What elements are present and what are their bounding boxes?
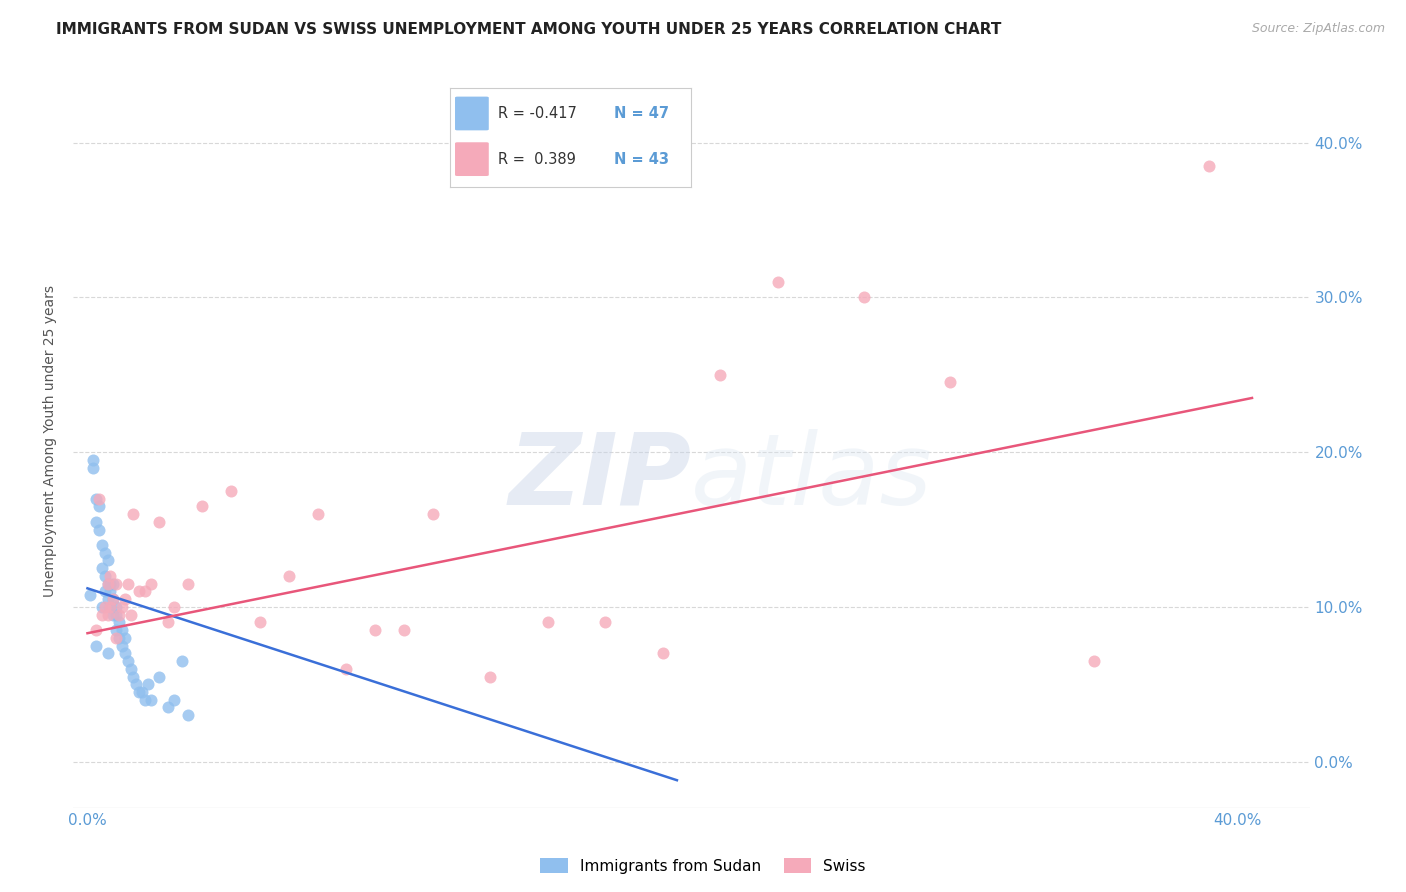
Point	[148, 669, 170, 683]
Point	[103, 592, 125, 607]
Point	[307, 507, 329, 521]
Point	[93, 569, 115, 583]
Point	[335, 662, 357, 676]
Point	[191, 500, 214, 514]
Point	[479, 669, 502, 683]
Point	[90, 538, 112, 552]
Point	[108, 607, 131, 622]
Point	[100, 584, 122, 599]
Point	[87, 500, 110, 514]
Point	[84, 639, 107, 653]
Point	[219, 483, 242, 498]
Text: IMMIGRANTS FROM SUDAN VS SWISS UNEMPLOYMENT AMONG YOUTH UNDER 25 YEARS CORRELATI: IMMIGRANTS FROM SUDAN VS SWISS UNEMPLOYM…	[56, 22, 1001, 37]
Point	[139, 692, 162, 706]
Point	[79, 587, 101, 601]
Point	[120, 662, 142, 676]
Point	[117, 654, 139, 668]
Point	[593, 615, 616, 630]
Point	[122, 507, 145, 521]
Point	[111, 599, 134, 614]
Point	[82, 453, 104, 467]
Point	[120, 607, 142, 622]
Point	[852, 290, 875, 304]
Point	[97, 607, 120, 622]
Point	[364, 623, 387, 637]
Point	[87, 491, 110, 506]
Point	[766, 275, 789, 289]
Point	[108, 631, 131, 645]
Point	[97, 553, 120, 567]
Point	[249, 615, 271, 630]
Point	[536, 615, 558, 630]
Point	[93, 546, 115, 560]
Point	[90, 607, 112, 622]
Point	[1198, 159, 1220, 173]
Point	[156, 615, 179, 630]
Point	[103, 592, 125, 607]
Point	[172, 654, 194, 668]
Point	[117, 576, 139, 591]
Point	[422, 507, 444, 521]
Point	[177, 708, 200, 723]
Point	[277, 569, 299, 583]
Point	[163, 599, 186, 614]
Point	[128, 685, 150, 699]
Point	[136, 677, 159, 691]
Point	[114, 646, 136, 660]
Point	[97, 576, 120, 591]
Point	[97, 576, 120, 591]
Point	[111, 623, 134, 637]
Point	[84, 515, 107, 529]
Point	[148, 515, 170, 529]
Point	[156, 700, 179, 714]
Text: Source: ZipAtlas.com: Source: ZipAtlas.com	[1251, 22, 1385, 36]
Point	[103, 576, 125, 591]
Point	[103, 607, 125, 622]
Point	[84, 623, 107, 637]
Point	[111, 639, 134, 653]
Point	[139, 576, 162, 591]
Point	[105, 623, 128, 637]
Point	[97, 646, 120, 660]
Point	[709, 368, 731, 382]
Point	[651, 646, 673, 660]
Text: atlas: atlas	[692, 429, 934, 525]
Point	[177, 576, 200, 591]
Point	[131, 685, 153, 699]
Point	[939, 376, 962, 390]
Point	[100, 599, 122, 614]
Point	[93, 584, 115, 599]
Point	[134, 584, 156, 599]
Point	[392, 623, 415, 637]
Point	[108, 615, 131, 630]
Point	[82, 460, 104, 475]
Point	[90, 561, 112, 575]
Point	[122, 669, 145, 683]
Point	[114, 592, 136, 607]
Point	[100, 569, 122, 583]
Point	[1083, 654, 1105, 668]
Point	[87, 523, 110, 537]
Legend: Immigrants from Sudan, Swiss: Immigrants from Sudan, Swiss	[534, 852, 872, 880]
Point	[105, 631, 128, 645]
Point	[105, 607, 128, 622]
Point	[97, 592, 120, 607]
Point	[100, 599, 122, 614]
Point	[93, 599, 115, 614]
Point	[128, 584, 150, 599]
Point	[105, 599, 128, 614]
Text: ZIP: ZIP	[509, 429, 692, 525]
Point	[114, 631, 136, 645]
Point	[134, 692, 156, 706]
Y-axis label: Unemployment Among Youth under 25 years: Unemployment Among Youth under 25 years	[44, 285, 58, 597]
Point	[90, 599, 112, 614]
Point	[105, 576, 128, 591]
Point	[125, 677, 148, 691]
Point	[163, 692, 186, 706]
Point	[100, 576, 122, 591]
Point	[84, 491, 107, 506]
